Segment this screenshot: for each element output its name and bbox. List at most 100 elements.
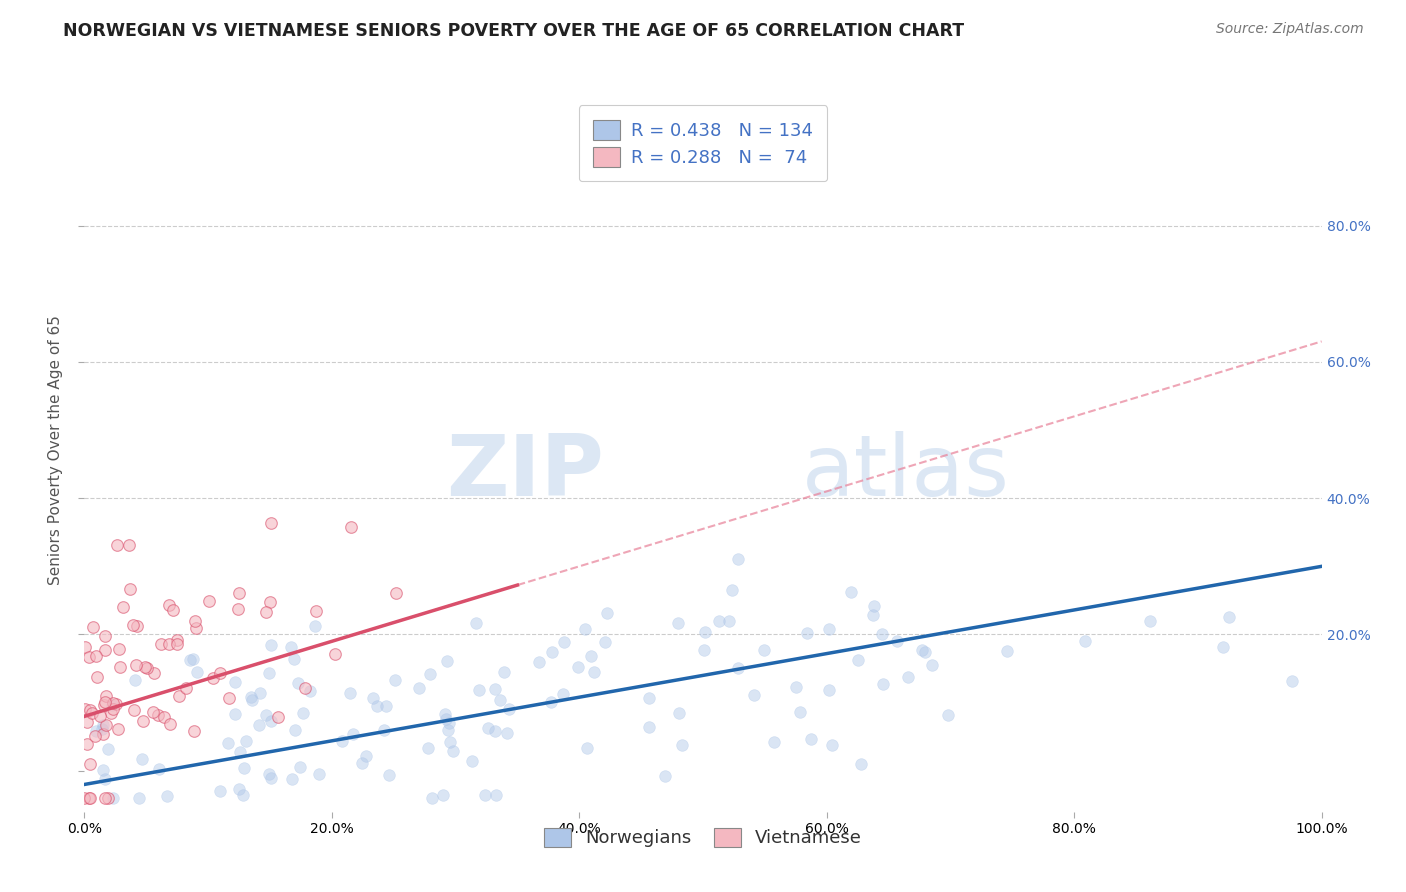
Point — [498, 702, 520, 716]
Point — [340, 519, 363, 533]
Point — [897, 670, 920, 684]
Point — [1212, 640, 1234, 654]
Point — [124, 673, 146, 687]
Y-axis label: Seniors Poverty Over the Age of 65: Seniors Poverty Over the Age of 65 — [48, 316, 63, 585]
Point — [73, 702, 96, 716]
Point — [800, 732, 823, 747]
Point — [541, 645, 564, 659]
Point — [821, 738, 844, 752]
Point — [742, 688, 765, 702]
Point — [384, 673, 406, 687]
Point — [266, 709, 288, 723]
Point — [581, 648, 603, 663]
Point — [361, 690, 384, 705]
Point — [124, 657, 146, 672]
Point — [131, 751, 153, 765]
Point — [862, 599, 884, 613]
Point — [233, 761, 256, 775]
Point — [232, 788, 254, 802]
Point — [693, 643, 716, 657]
Point — [79, 757, 101, 772]
Point — [287, 676, 309, 690]
Point — [73, 791, 96, 805]
Point — [330, 733, 353, 747]
Point — [169, 689, 191, 703]
Point — [132, 714, 155, 728]
Point — [668, 706, 690, 720]
Point — [763, 735, 786, 749]
Point — [96, 689, 118, 703]
Point — [226, 602, 249, 616]
Point — [540, 695, 562, 709]
Point — [240, 690, 263, 704]
Point — [103, 696, 125, 710]
Point — [432, 789, 454, 803]
Point — [281, 772, 304, 787]
Point — [94, 718, 117, 732]
Point — [79, 703, 101, 717]
Text: atlas: atlas — [801, 431, 1010, 514]
Point — [93, 791, 115, 805]
Point — [323, 647, 346, 661]
Point — [73, 640, 96, 654]
Point — [595, 634, 617, 648]
Point — [886, 633, 908, 648]
Point — [77, 791, 100, 805]
Point — [84, 729, 107, 743]
Point — [249, 686, 271, 700]
Point — [849, 756, 872, 771]
Point — [914, 644, 936, 658]
Point — [218, 691, 240, 706]
Point — [474, 788, 496, 802]
Point — [86, 670, 108, 684]
Point — [94, 695, 117, 709]
Point — [938, 707, 960, 722]
Point — [142, 705, 165, 719]
Point — [583, 665, 606, 679]
Point — [228, 585, 250, 599]
Point — [527, 656, 550, 670]
Point — [995, 644, 1018, 658]
Point — [567, 659, 589, 673]
Point — [186, 665, 208, 679]
Point — [718, 614, 741, 628]
Point — [260, 772, 283, 786]
Point — [872, 677, 894, 691]
Point — [105, 538, 128, 552]
Point — [89, 709, 111, 723]
Point — [94, 772, 117, 787]
Point — [235, 734, 257, 748]
Point — [174, 681, 197, 696]
Point — [107, 722, 129, 736]
Point — [118, 538, 141, 552]
Point — [260, 638, 283, 652]
Point — [754, 643, 776, 657]
Point — [484, 788, 506, 802]
Point — [157, 638, 180, 652]
Point — [477, 722, 499, 736]
Point — [259, 714, 281, 728]
Point — [342, 727, 364, 741]
Point — [921, 657, 943, 672]
Point — [159, 717, 181, 731]
Point — [259, 516, 281, 530]
Point — [209, 666, 232, 681]
Point — [228, 781, 250, 796]
Point — [259, 666, 281, 681]
Point — [666, 616, 689, 631]
Point — [79, 791, 101, 805]
Point — [339, 686, 361, 700]
Point — [84, 648, 107, 663]
Point — [284, 723, 307, 737]
Point — [157, 598, 180, 612]
Point — [179, 653, 201, 667]
Point — [101, 791, 124, 805]
Point — [162, 603, 184, 617]
Point — [283, 652, 305, 666]
Point — [553, 635, 575, 649]
Point — [183, 724, 205, 739]
Point — [638, 720, 661, 734]
Point — [254, 605, 277, 619]
Text: Source: ZipAtlas.com: Source: ZipAtlas.com — [1216, 22, 1364, 37]
Point — [202, 671, 225, 685]
